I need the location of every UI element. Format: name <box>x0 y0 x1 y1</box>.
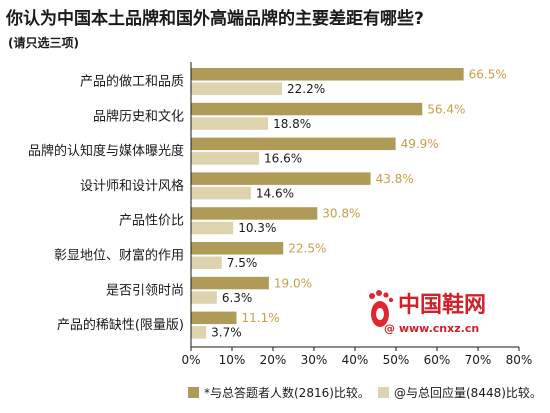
legend-swatch-responses <box>378 387 389 398</box>
bar-respondents <box>191 172 371 185</box>
bars-group: 66.5% 22.2% 56.4% 18.8% 49.9% 16.6% 43.8% 14.6%… <box>191 68 507 340</box>
bar-respondents <box>191 311 237 325</box>
bar-responses <box>191 186 251 200</box>
bar-responses <box>191 82 283 95</box>
watermark: 中国鞋网 @ www.cnxz.cn <box>369 290 486 335</box>
data-label-respondents: 30.8% <box>322 207 360 221</box>
data-label-respondents: 56.4% <box>427 102 465 116</box>
x-tick-label: 0% <box>181 353 200 367</box>
category-label: 产品的稀缺性(限量版) <box>57 317 184 333</box>
category-label: 产品性价比 <box>119 214 184 229</box>
watermark-brand: 中国鞋网 <box>398 293 486 318</box>
bar-respondents <box>191 137 396 151</box>
data-label-respondents: 66.5% <box>469 68 507 82</box>
data-label-responses: 14.6% <box>256 186 294 200</box>
x-tick-label: 70% <box>465 353 492 367</box>
data-label-responses: 3.7% <box>211 326 242 340</box>
data-label-respondents: 49.9% <box>401 137 439 151</box>
data-label-responses: 16.6% <box>264 152 302 166</box>
data-label-responses: 22.2% <box>287 82 325 96</box>
bar-respondents <box>191 242 284 255</box>
data-label-responses: 7.5% <box>227 256 258 270</box>
x-tick-label: 10% <box>219 353 246 367</box>
bar-responses <box>191 291 217 304</box>
category-labels: 产品的做工和品质品牌历史和文化品牌的认知度与媒体曝光度设计师和设计风格产品性价比… <box>28 74 184 334</box>
chart-title: 你认为中国本土品牌和国外高端品牌的主要差距有哪些? <box>6 9 424 29</box>
bar-respondents <box>191 68 464 81</box>
x-tick-label: 80% <box>506 353 533 367</box>
category-label: 彰显地位、财富的作用 <box>54 248 184 264</box>
category-label: 品牌历史和文化 <box>93 108 184 124</box>
bar-responses <box>191 326 207 339</box>
bar-responses <box>191 117 269 130</box>
data-label-respondents: 43.8% <box>376 172 414 186</box>
legend-label-responses: @与总回应量(8448)比较。 <box>394 385 542 400</box>
category-label: 是否引领时尚 <box>106 283 184 298</box>
bar-respondents <box>191 276 269 290</box>
bar-responses <box>191 221 234 235</box>
category-label: 设计师和设计风格 <box>80 178 184 194</box>
x-tick-label: 50% <box>383 353 410 367</box>
legend: *与总答题者人数(2816)比较。 @与总回应量(8448)比较。 <box>188 385 542 400</box>
footprint-logo-icon <box>369 290 394 327</box>
legend-swatch-respondents <box>188 387 199 398</box>
chart-subtitle: (请只选三项) <box>8 36 79 50</box>
category-label: 产品的做工和品质 <box>80 74 184 90</box>
category-label: 品牌的认知度与媒体曝光度 <box>28 143 184 159</box>
data-label-responses: 18.8% <box>273 117 311 131</box>
watermark-url: @ www.cnxz.cn <box>384 322 479 335</box>
data-label-responses: 10.3% <box>238 221 276 235</box>
data-label-responses: 6.3% <box>222 291 253 305</box>
data-label-respondents: 19.0% <box>274 276 312 290</box>
x-tick-label: 20% <box>260 353 287 367</box>
data-label-respondents: 11.1% <box>242 311 280 325</box>
bar-respondents <box>191 102 423 116</box>
x-tick-label: 40% <box>342 353 369 367</box>
legend-label-respondents: *与总答题者人数(2816)比较。 <box>204 385 370 400</box>
bar-responses <box>191 152 260 165</box>
bar-respondents <box>191 207 318 220</box>
x-tick-label: 60% <box>424 353 451 367</box>
x-axis: 0% 10% 20% 30% 40% 50% 60% 70% 80% <box>181 62 532 367</box>
x-tick-label: 30% <box>301 353 328 367</box>
data-label-respondents: 22.5% <box>288 242 326 256</box>
bar-responses <box>191 256 222 269</box>
